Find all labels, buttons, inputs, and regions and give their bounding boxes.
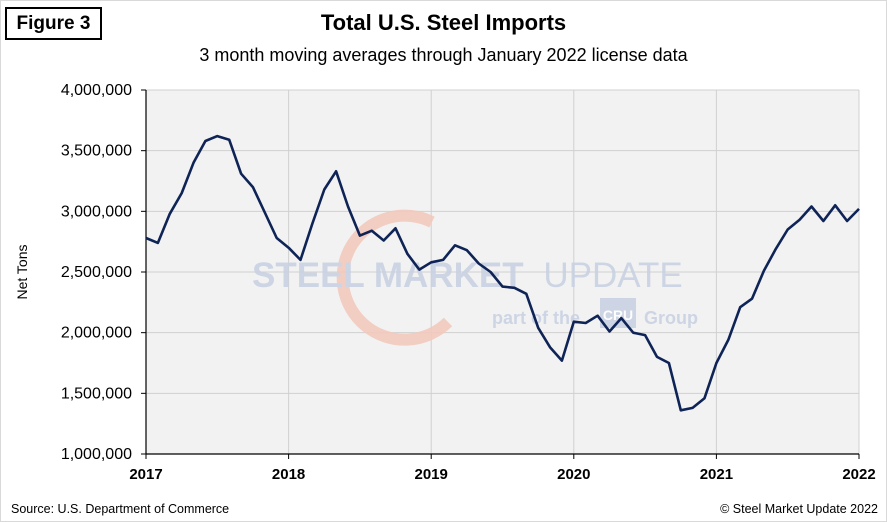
figure-label: Figure 3 [5,7,102,40]
x-tick-label: 2020 [557,466,590,483]
x-tick-label: 2019 [415,466,448,483]
x-tick-labels: 2017 2018 2019 2020 2021 2022 [129,466,875,483]
y-tick-label: 2,000,000 [61,325,132,342]
x-tick-label: 2021 [700,466,733,483]
watermark-arc [336,209,453,346]
y-tick-label: 3,000,000 [61,203,132,220]
y-tick-label: 1,500,000 [61,385,132,402]
copyright-note: © Steel Market Update 2022 [720,502,878,516]
axes [141,89,860,459]
series-line [145,134,860,412]
x-tick-label: 2017 [129,466,162,483]
watermark-cru: CRU [603,307,633,323]
x-tick-label: 2018 [272,466,305,483]
y-tick-labels: 1,000,000 1,500,000 2,000,000 2,500,000 3,00… [61,82,132,463]
y-tick-label: 2,500,000 [61,264,132,281]
watermark-logo: STEEL MARKET UPDATE part of the CRU Grou… [252,209,698,346]
y-tick-label: 1,000,000 [61,446,132,463]
watermark-light: UPDATE [543,256,682,295]
watermark-post: Group [644,308,698,328]
watermark-bold: STEEL MARKET [252,256,524,295]
y-tick-label: 3,500,000 [61,143,132,160]
source-note: Source: U.S. Department of Commerce [11,502,230,516]
watermark-line1: STEEL MARKET UPDATE [252,256,683,295]
chart-subtitle: 3 month moving averages through January … [199,45,688,65]
chart-title: Total U.S. Steel Imports [320,10,567,35]
x-tick-label: 2022 [842,466,875,483]
y-tick-label: 4,000,000 [61,82,132,99]
